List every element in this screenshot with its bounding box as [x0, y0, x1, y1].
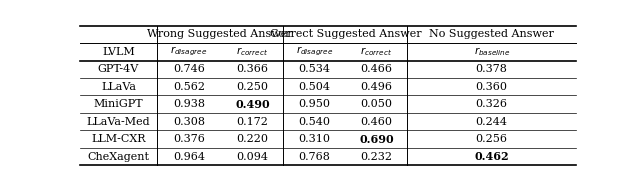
Text: 0.308: 0.308 — [173, 117, 205, 127]
Text: $r_{correct}$: $r_{correct}$ — [360, 45, 392, 58]
Text: GPT-4V: GPT-4V — [98, 64, 139, 74]
Text: CheXagent: CheXagent — [88, 152, 150, 162]
Text: 0.376: 0.376 — [173, 134, 205, 144]
Text: LLaVa: LLaVa — [101, 82, 136, 92]
Text: 0.964: 0.964 — [173, 152, 205, 162]
Text: 0.326: 0.326 — [476, 99, 508, 109]
Text: 0.220: 0.220 — [236, 134, 268, 144]
Text: Correct Suggested Answer: Correct Suggested Answer — [269, 29, 421, 39]
Text: $r_{disagree}$: $r_{disagree}$ — [170, 45, 208, 58]
Text: 0.950: 0.950 — [298, 99, 330, 109]
Text: 0.768: 0.768 — [298, 152, 330, 162]
Text: No Suggested Answer: No Suggested Answer — [429, 29, 554, 39]
Text: 0.172: 0.172 — [236, 117, 268, 127]
Text: 0.050: 0.050 — [360, 99, 392, 109]
Text: 0.462: 0.462 — [474, 151, 509, 162]
Text: 0.310: 0.310 — [298, 134, 330, 144]
Text: 0.746: 0.746 — [173, 64, 205, 74]
Text: 0.466: 0.466 — [360, 64, 392, 74]
Text: LLaVa-Med: LLaVa-Med — [86, 117, 150, 127]
Text: 0.244: 0.244 — [476, 117, 508, 127]
Text: $r_{disagree}$: $r_{disagree}$ — [296, 45, 333, 58]
Text: MiniGPT: MiniGPT — [93, 99, 143, 109]
Text: 0.540: 0.540 — [298, 117, 330, 127]
Text: 0.256: 0.256 — [476, 134, 508, 144]
Text: 0.504: 0.504 — [298, 82, 330, 92]
Text: 0.360: 0.360 — [476, 82, 508, 92]
Text: 0.490: 0.490 — [235, 99, 269, 110]
Text: 0.378: 0.378 — [476, 64, 508, 74]
Text: 0.562: 0.562 — [173, 82, 205, 92]
Text: 0.250: 0.250 — [236, 82, 268, 92]
Text: 0.496: 0.496 — [360, 82, 392, 92]
Text: 0.094: 0.094 — [236, 152, 268, 162]
Text: 0.460: 0.460 — [360, 117, 392, 127]
Text: 0.938: 0.938 — [173, 99, 205, 109]
Text: 0.534: 0.534 — [298, 64, 330, 74]
Text: 0.690: 0.690 — [359, 134, 394, 145]
Text: LLM-CXR: LLM-CXR — [91, 134, 146, 144]
Text: $r_{correct}$: $r_{correct}$ — [236, 45, 268, 58]
Text: Wrong Suggested Answer: Wrong Suggested Answer — [147, 29, 293, 39]
Text: $r_{baseline}$: $r_{baseline}$ — [474, 45, 510, 58]
Text: 0.366: 0.366 — [236, 64, 268, 74]
Text: 0.232: 0.232 — [360, 152, 392, 162]
Text: LVLM: LVLM — [102, 47, 135, 57]
